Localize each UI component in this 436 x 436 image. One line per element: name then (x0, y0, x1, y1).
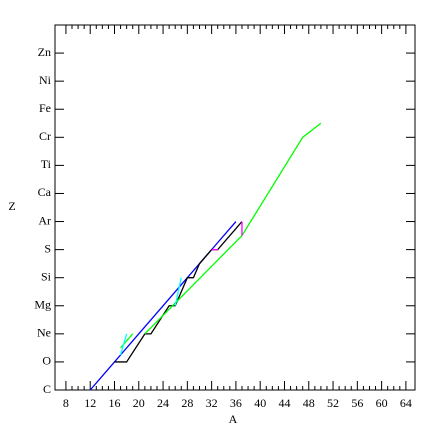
series-line (119, 277, 182, 356)
x-tick-label: 32 (206, 396, 218, 410)
series-line (120, 122, 322, 349)
x-tick-label: 12 (84, 396, 96, 410)
y-tick-label: Ca (38, 185, 52, 199)
series-line (114, 221, 243, 363)
y-tick-label: O (42, 354, 51, 368)
y-tick-label: Mg (34, 298, 51, 312)
x-tick-label: 44 (278, 396, 290, 410)
y-axis-label: Z (8, 199, 15, 213)
x-tick-label: 24 (157, 396, 169, 410)
x-tick-label: 48 (303, 396, 315, 410)
x-tick-label: 16 (108, 396, 120, 410)
x-tick-label: 56 (351, 396, 363, 410)
y-tick-label: Ne (37, 326, 51, 340)
y-tick-label: Cr (39, 129, 51, 143)
x-tick-label: 52 (327, 396, 339, 410)
x-tick-label: 20 (133, 396, 145, 410)
y-tick-label: S (44, 241, 51, 255)
y-tick-label: Ni (39, 73, 52, 87)
y-tick-label: Ar (38, 213, 51, 227)
y-tick-label: Ti (41, 157, 52, 171)
x-tick-label: 28 (181, 396, 193, 410)
x-tick-label: 40 (254, 396, 266, 410)
x-axis-label: A (229, 412, 238, 426)
y-tick-label: Si (41, 269, 52, 283)
x-tick-label: 8 (63, 396, 69, 410)
y-tick-label: Fe (39, 101, 51, 115)
y-tick-label: Zn (38, 45, 51, 59)
x-tick-label: 60 (376, 396, 388, 410)
plot-frame (54, 24, 416, 391)
x-tick-label: 64 (400, 396, 412, 410)
x-tick-label: 36 (230, 396, 242, 410)
y-tick-label: C (43, 382, 51, 396)
series-line (89, 221, 237, 391)
series-line (211, 221, 243, 251)
